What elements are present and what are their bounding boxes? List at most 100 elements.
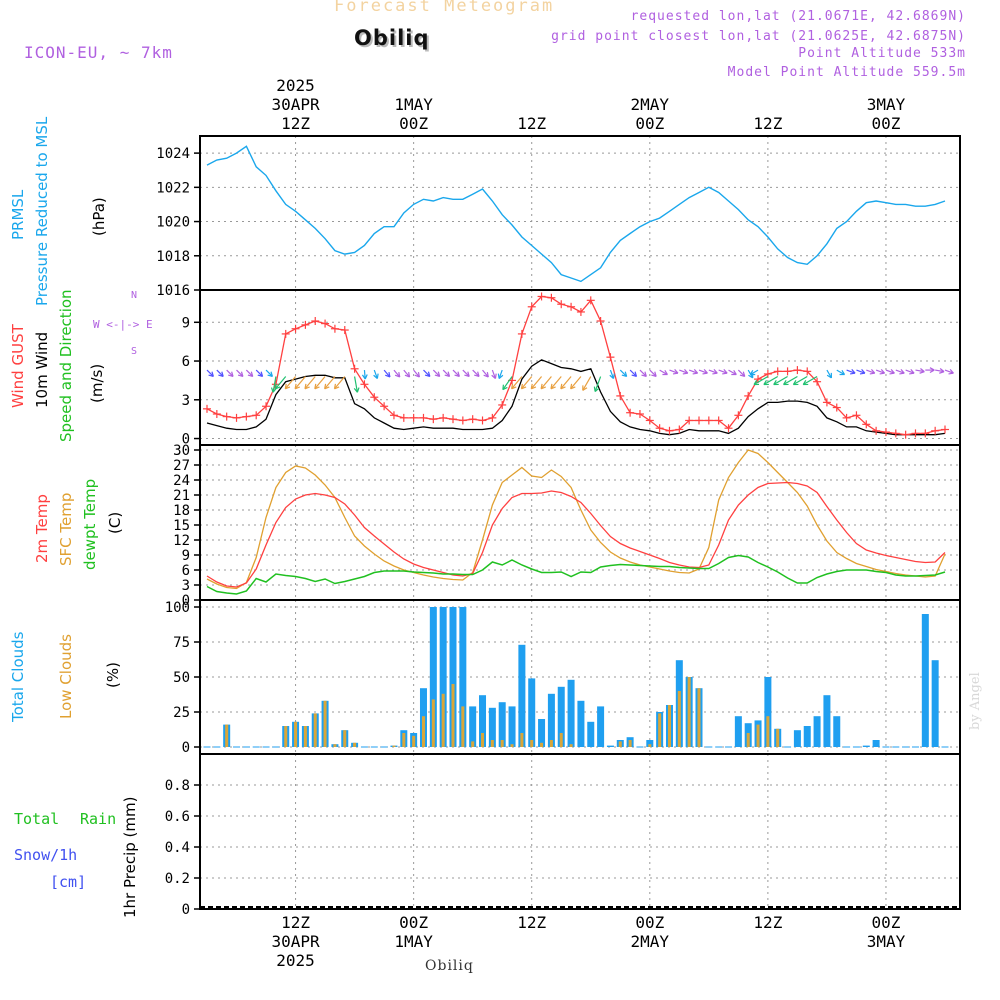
wind-arrow-shaft (550, 376, 562, 390)
wind-arrow-head (693, 369, 699, 374)
meteogram-title: Forecast Meteogram (334, 0, 555, 16)
total-clouds-bar (734, 716, 742, 747)
panel-frame (199, 135, 961, 291)
wind-arrow-shaft (659, 369, 668, 376)
gust-marker (262, 402, 271, 411)
time-label-top: 00Z (635, 114, 664, 133)
total-clouds-bar (498, 702, 506, 747)
y-tick-label: 1022 (156, 180, 190, 196)
precip-rain-label-a: Total (14, 810, 60, 828)
gust-marker (212, 410, 221, 418)
y-tick-label: 21 (173, 488, 190, 504)
wind-arrow-shaft (915, 369, 925, 373)
y-tick-label: 0.8 (165, 778, 190, 794)
wind-arrow-shaft (482, 369, 489, 378)
wind-arrow-shaft (334, 376, 346, 390)
sfc-temp-series-line (206, 449, 946, 590)
low-clouds-bar (549, 740, 553, 747)
wind-arrow-shaft (236, 369, 244, 377)
gust-marker (822, 398, 831, 407)
wind-arrow (442, 369, 451, 378)
wind-arrow-shaft (737, 369, 746, 377)
t2m-series-line (206, 481, 946, 588)
wind-arrow (925, 367, 935, 374)
gust-marker (744, 391, 753, 400)
wind-arrow-head (356, 387, 360, 393)
wind-arrow-shaft (718, 369, 728, 374)
y-tick-label: 100 (165, 600, 190, 616)
gust-marker (675, 425, 684, 434)
gust-marker (921, 429, 930, 438)
y-tick-label: 1024 (156, 146, 190, 162)
low-clouds-bar (353, 742, 357, 747)
wind-arrow-shaft (324, 376, 336, 390)
wind-arrow-head (231, 371, 234, 377)
compass-rose-we: W <-|-> E (93, 318, 153, 331)
wind-arrow (763, 376, 779, 386)
wind-arrow-head (294, 383, 297, 389)
gust-marker (596, 317, 605, 325)
wind-arrow-shaft (403, 369, 411, 378)
wind-arrow-shaft (423, 369, 431, 377)
wind-arrow-shaft (582, 376, 592, 391)
low-clouds-bar (658, 713, 662, 747)
wind-arrow-head (594, 387, 600, 393)
wind-arrow (265, 369, 273, 378)
y-tick-label: 9 (182, 548, 190, 564)
wind-arrow (274, 376, 287, 390)
wind-arrow-shaft (793, 376, 808, 386)
gust-marker (576, 307, 585, 316)
wind-arrow-shaft (413, 369, 420, 378)
wind-arrow-head (570, 383, 573, 389)
wind-arrow (866, 369, 876, 375)
y-tick-label: 0.4 (165, 840, 190, 856)
wind-arrow (333, 376, 346, 390)
wind-arrow-head (511, 386, 517, 390)
gust-marker (872, 426, 881, 435)
wind-arrow (875, 369, 886, 375)
wind-arrow-head (582, 387, 588, 391)
wind-arrow-head (417, 371, 421, 378)
low-clouds-bar (225, 724, 229, 747)
wind-arrow-head (550, 386, 556, 390)
wind-arrow-head (250, 371, 254, 377)
wind-arrow (773, 376, 788, 386)
gust-marker (458, 416, 467, 425)
wind-arrow-head (783, 379, 787, 385)
total-clouds-bar (518, 644, 526, 747)
wind-arrow-head (929, 369, 935, 374)
wind-arrow-head (483, 374, 489, 378)
total-clouds-bar (862, 745, 870, 747)
footer-location: Obiliq (425, 958, 474, 974)
wind-arrow-head (651, 374, 657, 378)
wind-arrow (708, 369, 718, 375)
precip-snow-label: Snow/1h (14, 846, 78, 864)
wind-arrow-head (285, 386, 291, 390)
wind-arrow-head (218, 374, 224, 378)
wind-arrow-head (672, 372, 679, 375)
low-clouds-bar (667, 705, 671, 747)
gust-marker (330, 324, 339, 333)
wind-arrow-head (929, 367, 935, 371)
wind-arrow-shaft (570, 376, 582, 390)
gust-marker (734, 411, 743, 420)
wind-arrow-head (444, 374, 450, 378)
wind-arrow-shaft (609, 369, 615, 379)
gust-marker (793, 366, 802, 375)
wind-arrow (915, 368, 925, 374)
wind10m-series-line (206, 359, 946, 436)
wind-arrow-shaft (698, 369, 708, 374)
wind-arrow-shaft (314, 376, 326, 390)
y-tick-label: 9 (182, 315, 190, 331)
wind-arrow-head (424, 374, 431, 378)
low-clouds-bar (520, 733, 524, 747)
gust-marker (931, 426, 940, 435)
wind-arrow (728, 369, 737, 376)
wind-arrow-head (531, 386, 537, 390)
total-clouds-bar (429, 607, 437, 747)
wind-arrow (324, 376, 336, 390)
wind-arrow (619, 369, 628, 378)
total-clouds-bar (587, 721, 595, 747)
gust-marker (340, 326, 349, 335)
wind-arrow-head (634, 371, 638, 377)
